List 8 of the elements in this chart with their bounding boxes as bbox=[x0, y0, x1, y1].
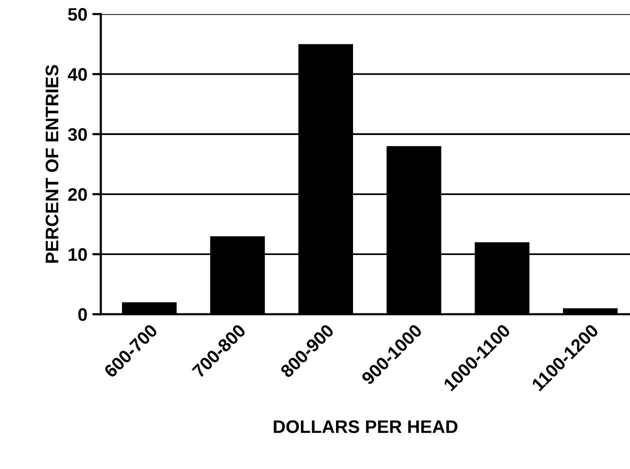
y-axis-title: PERCENT OF ENTRIES bbox=[46, 65, 58, 263]
y-tick-label: 10 bbox=[68, 248, 87, 261]
y-tick-label: 0 bbox=[78, 308, 87, 321]
y-tick-label: 50 bbox=[68, 8, 87, 21]
y-tick-label: 20 bbox=[68, 188, 87, 201]
x-axis-title: DOLLARS PER HEAD bbox=[274, 420, 458, 434]
y-tick-label: 40 bbox=[68, 68, 87, 81]
y-tick-label: 30 bbox=[68, 128, 87, 141]
